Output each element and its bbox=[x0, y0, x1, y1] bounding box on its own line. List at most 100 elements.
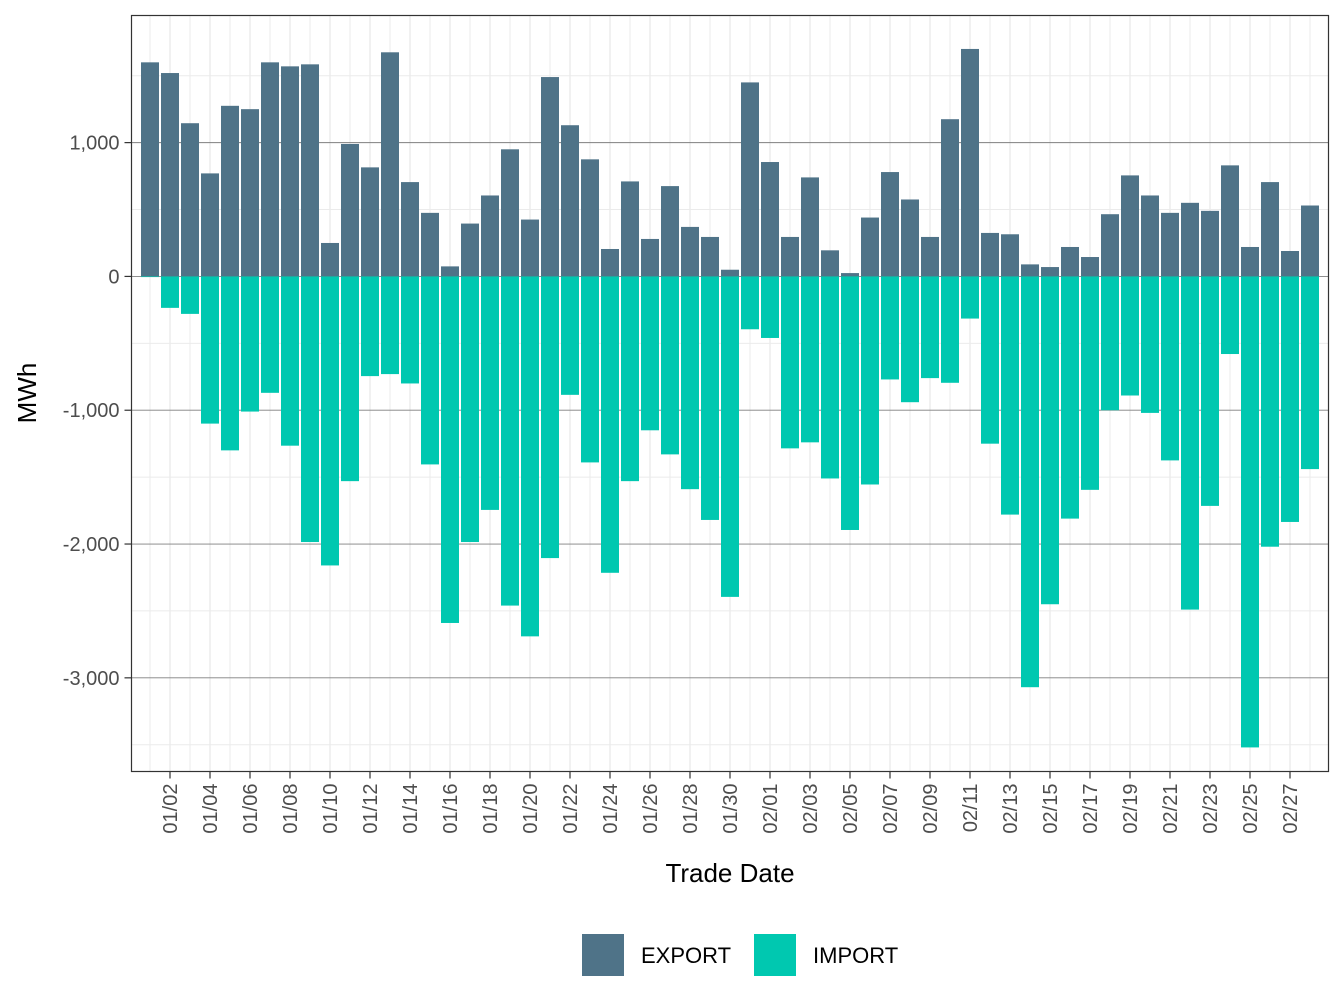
export-bar-01-14 bbox=[401, 182, 419, 277]
export-bar-02-16 bbox=[1061, 246, 1079, 277]
export-bar-01-25 bbox=[621, 181, 639, 277]
import-bar-01-22 bbox=[561, 276, 579, 395]
import-bar-02-14 bbox=[1021, 276, 1039, 688]
export-bar-01-12 bbox=[361, 167, 379, 277]
legend: EXPORT IMPORT bbox=[582, 934, 898, 976]
import-bars bbox=[141, 276, 1319, 748]
x-tick-label: 01/02 bbox=[160, 784, 182, 834]
export-bars bbox=[141, 48, 1319, 277]
export-bar-01-30 bbox=[721, 269, 739, 277]
x-tick-label: 02/21 bbox=[1160, 784, 1182, 834]
x-tick-label: 02/25 bbox=[1240, 784, 1262, 834]
import-bar-02-22 bbox=[1181, 276, 1199, 610]
y-tick-label: 0 bbox=[108, 266, 119, 288]
export-bar-02-28 bbox=[1301, 205, 1319, 277]
import-bar-01-19 bbox=[501, 276, 519, 606]
x-tick-label: 01/04 bbox=[200, 784, 222, 834]
x-tick-label: 01/24 bbox=[600, 784, 622, 834]
x-tick-label: 02/13 bbox=[1000, 784, 1022, 834]
import-bar-01-03 bbox=[181, 276, 199, 314]
export-bar-01-04 bbox=[201, 173, 219, 277]
import-bar-02-05 bbox=[841, 276, 859, 530]
export-bar-02-04 bbox=[821, 250, 839, 277]
import-bar-02-02 bbox=[781, 276, 799, 449]
export-bar-01-05 bbox=[221, 105, 239, 277]
export-bar-02-09 bbox=[921, 236, 939, 277]
import-bar-02-20 bbox=[1141, 276, 1159, 413]
export-bar-02-26 bbox=[1261, 182, 1279, 277]
y-tick-label: -1,000 bbox=[63, 400, 120, 422]
legend-label-import: IMPORT bbox=[813, 943, 898, 968]
import-bar-02-16 bbox=[1061, 276, 1079, 519]
export-bar-02-10 bbox=[941, 119, 959, 277]
import-bar-01-21 bbox=[541, 276, 559, 559]
x-tick-label: 02/19 bbox=[1120, 784, 1142, 834]
x-tick-label: 01/14 bbox=[400, 784, 422, 834]
export-bar-01-18 bbox=[481, 195, 499, 277]
y-tick-label: 1,000 bbox=[69, 133, 119, 155]
export-bar-01-20 bbox=[521, 219, 539, 277]
export-bar-01-26 bbox=[641, 238, 659, 277]
import-bar-01-27 bbox=[661, 276, 679, 455]
x-tick-label: 02/27 bbox=[1280, 784, 1302, 834]
x-tick-label: 01/08 bbox=[280, 784, 302, 834]
import-bar-01-05 bbox=[221, 276, 239, 451]
y-tick-label: -3,000 bbox=[63, 668, 120, 690]
export-bar-01-28 bbox=[681, 226, 699, 277]
import-bar-02-04 bbox=[821, 276, 839, 479]
import-bar-02-03 bbox=[801, 276, 819, 443]
export-bar-01-09 bbox=[301, 64, 319, 277]
export-bar-01-15 bbox=[421, 212, 439, 277]
x-tick-label: 02/03 bbox=[800, 784, 822, 834]
x-tick-label: 01/12 bbox=[360, 784, 382, 834]
import-bar-02-11 bbox=[961, 276, 979, 319]
x-tick-label: 02/17 bbox=[1080, 784, 1102, 834]
export-bar-01-01 bbox=[141, 62, 159, 277]
x-tick-label: 02/07 bbox=[880, 784, 902, 834]
export-bar-02-20 bbox=[1141, 195, 1159, 277]
export-bar-02-14 bbox=[1021, 264, 1039, 277]
import-bar-01-18 bbox=[481, 276, 499, 510]
export-bar-01-31 bbox=[741, 82, 759, 277]
import-bar-02-26 bbox=[1261, 276, 1279, 547]
x-tick-label: 02/11 bbox=[960, 784, 982, 833]
import-bar-02-09 bbox=[921, 276, 939, 379]
export-bar-01-10 bbox=[321, 242, 339, 277]
legend-key-import bbox=[754, 934, 796, 976]
import-bar-01-30 bbox=[721, 276, 739, 597]
export-bar-02-18 bbox=[1101, 214, 1119, 277]
import-bar-02-17 bbox=[1081, 276, 1099, 490]
export-bar-02-05 bbox=[841, 273, 859, 277]
import-bar-01-17 bbox=[461, 276, 479, 543]
x-tick-label: 01/30 bbox=[720, 784, 742, 834]
export-bar-01-24 bbox=[601, 248, 619, 277]
x-tick-label: 01/26 bbox=[640, 784, 662, 834]
export-bar-02-22 bbox=[1181, 202, 1199, 277]
import-bar-02-10 bbox=[941, 276, 959, 383]
import-bar-01-11 bbox=[341, 276, 359, 482]
export-bar-01-03 bbox=[181, 123, 199, 277]
export-bar-01-07 bbox=[261, 62, 279, 277]
x-tick-label: 01/20 bbox=[520, 784, 542, 834]
import-bar-01-24 bbox=[601, 276, 619, 573]
import-bar-01-16 bbox=[441, 276, 459, 623]
import-bar-02-13 bbox=[1001, 276, 1019, 515]
export-bar-02-24 bbox=[1221, 165, 1239, 277]
export-bar-01-16 bbox=[441, 266, 459, 277]
y-axis-title: MWh bbox=[12, 363, 42, 424]
y-axis: 1,000 0 -1,000 -2,000 -3,000 bbox=[63, 133, 132, 690]
export-bar-01-19 bbox=[501, 149, 519, 277]
legend-key-export bbox=[582, 934, 624, 976]
x-tick-label: 01/16 bbox=[440, 784, 462, 834]
export-bar-02-19 bbox=[1121, 175, 1139, 277]
import-bar-02-18 bbox=[1101, 276, 1119, 411]
import-bar-02-19 bbox=[1121, 276, 1139, 396]
export-bar-02-08 bbox=[901, 199, 919, 277]
import-bar-02-06 bbox=[861, 276, 879, 485]
export-bar-01-13 bbox=[381, 52, 399, 277]
import-bar-01-02 bbox=[161, 276, 179, 308]
x-axis-title: Trade Date bbox=[665, 858, 794, 888]
legend-label-export: EXPORT bbox=[641, 943, 731, 968]
import-bar-01-10 bbox=[321, 276, 339, 566]
import-bar-02-15 bbox=[1041, 276, 1059, 605]
